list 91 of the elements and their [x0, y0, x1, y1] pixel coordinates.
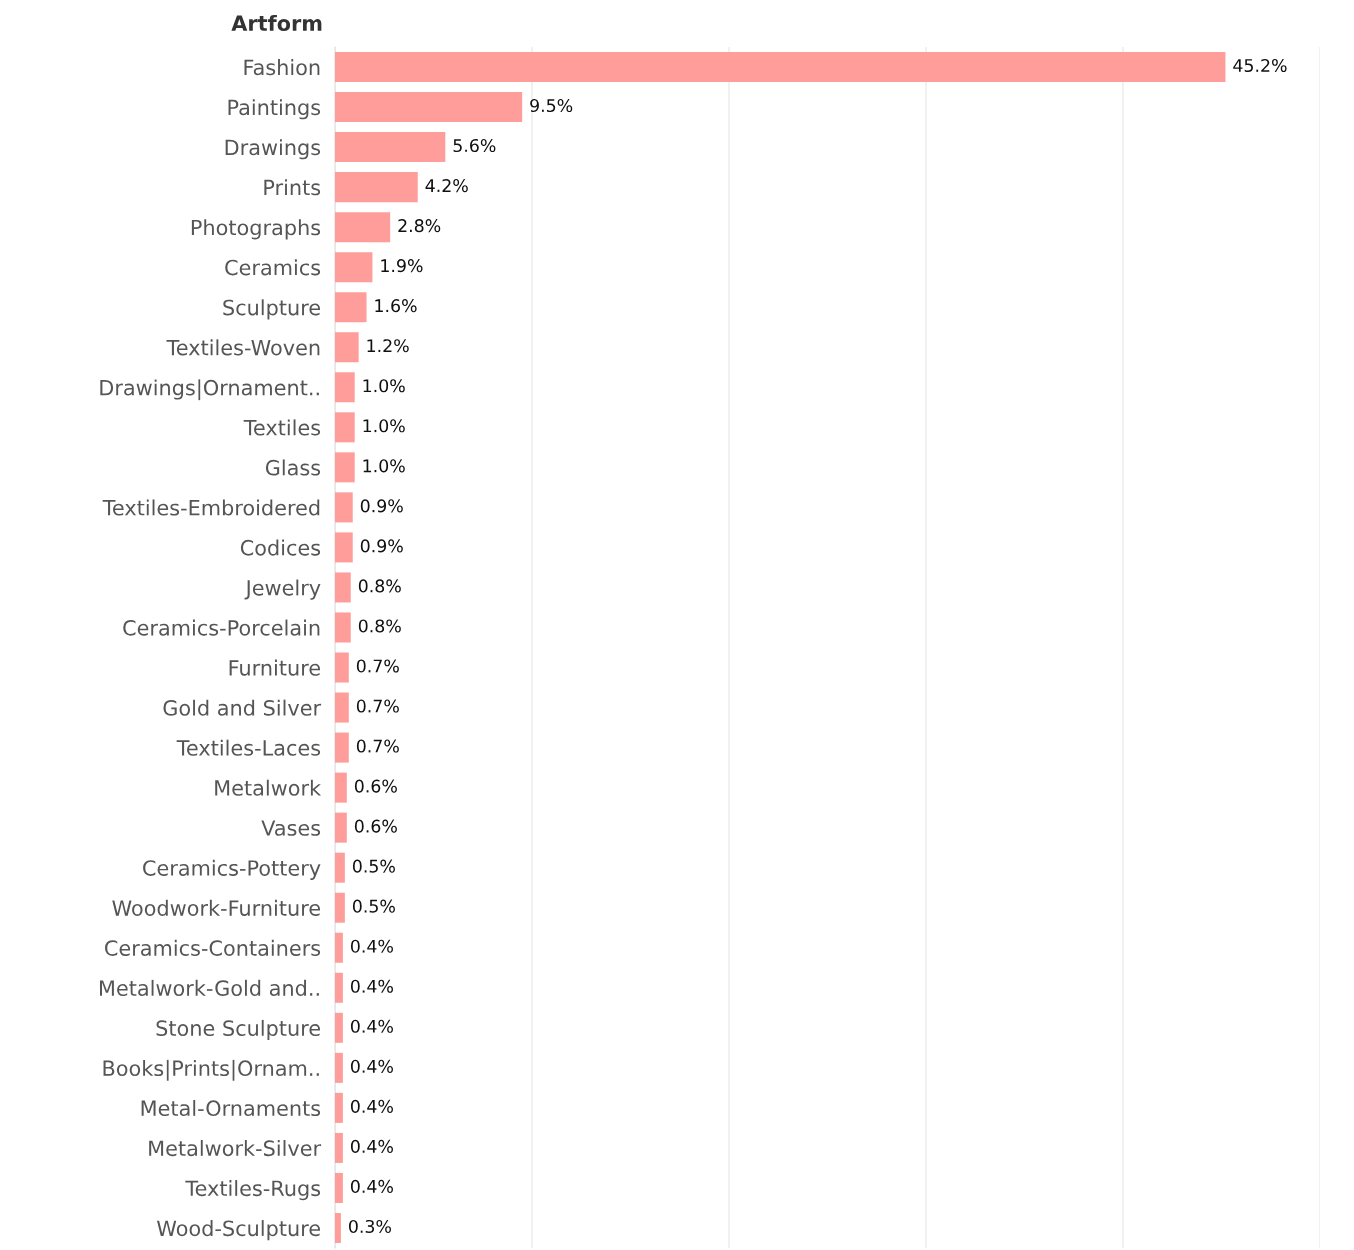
y-tick-label: Stone Sculpture [156, 1019, 320, 1041]
data-label: 1.2% [367, 339, 409, 353]
data-label: 1.6% [375, 299, 417, 313]
bar [335, 212, 391, 243]
data-label: 0.7% [356, 739, 399, 753]
bar [335, 452, 355, 483]
data-label: 0.7% [356, 659, 399, 673]
data-label: 0.4% [350, 979, 393, 993]
data-label: 0.5% [352, 859, 395, 873]
y-tick-label: Paintings [228, 99, 321, 120]
y-tick-label: Metalwork [215, 779, 322, 796]
bar [335, 892, 345, 923]
y-tick-label: Textiles-Rugs [185, 1180, 321, 1201]
data-label: 9.5% [530, 98, 573, 113]
data-label: 5.6% [453, 138, 496, 153]
y-tick-label: Jewelry [244, 579, 321, 600]
bar [335, 1172, 343, 1203]
y-tick-label: Photographs [191, 219, 321, 240]
bar [335, 372, 355, 403]
bar [335, 772, 347, 803]
bar [335, 52, 1226, 83]
y-tick-label: Gold and Silver [163, 699, 322, 716]
bar [335, 1052, 343, 1083]
bar [335, 132, 446, 163]
y-tick-label: Drawings|Ornament.. [100, 379, 319, 401]
y-tick-label: Metalwork-Gold and.. [99, 979, 319, 996]
data-label: 0.6% [354, 819, 397, 833]
y-tick-label: Ceramics [225, 259, 321, 276]
bar [335, 1092, 343, 1123]
y-tick-label: Textiles-Laces [176, 739, 321, 756]
y-tick-label: Metalwork-Silver [149, 1140, 322, 1157]
y-tick-label: Textiles-Woven [166, 339, 320, 356]
bar [335, 732, 349, 763]
data-label: 0.4% [350, 1179, 393, 1193]
bar [335, 1012, 343, 1043]
data-label: 4.2% [425, 179, 468, 193]
bar [335, 532, 353, 563]
bar [335, 252, 373, 283]
bar [335, 1132, 343, 1163]
bar [335, 92, 523, 123]
bar [335, 972, 343, 1003]
bar [335, 692, 349, 723]
bar [335, 932, 343, 963]
data-label: 0.4% [350, 1059, 393, 1073]
data-label: 2.8% [398, 219, 441, 233]
bar [335, 172, 418, 203]
bar [335, 492, 353, 523]
bar [335, 652, 349, 683]
bar [335, 1212, 341, 1243]
bar [335, 572, 351, 603]
data-label: 0.4% [350, 939, 393, 953]
bar [335, 612, 351, 643]
bar [335, 852, 345, 883]
y-tick-label: Fashion [244, 59, 320, 76]
data-label: 0.6% [354, 779, 397, 793]
data-label: 0.4% [350, 1019, 393, 1033]
data-label: 0.9% [360, 499, 403, 513]
data-label: 0.5% [352, 899, 395, 913]
y-tick-label: Sculpture [223, 299, 320, 320]
y-tick-label: Codices [240, 539, 321, 556]
bar [335, 812, 347, 843]
data-label: 1.0% [363, 459, 405, 473]
bar [335, 292, 367, 323]
data-label: 1.0% [363, 419, 405, 433]
data-label: 0.3% [349, 1219, 391, 1234]
data-label: 1.9% [381, 259, 423, 273]
y-tick-label: Wood-Sculpture [157, 1220, 320, 1241]
y-tick-label: Glass [265, 459, 321, 476]
y-tick-label: Books|Prints|Ornam.. [103, 1059, 319, 1081]
y-tick-label: Vases [261, 820, 321, 836]
y-tick-label: Ceramics-Containers [105, 939, 321, 956]
data-label: 0.8% [358, 579, 401, 593]
bar [335, 412, 355, 443]
y-tick-label: Ceramics-Porcelain [123, 619, 320, 636]
data-label: 0.4% [350, 1099, 393, 1113]
bar [335, 332, 359, 363]
data-label: 0.7% [356, 699, 399, 713]
y-tick-label: Ceramics-Pottery [143, 859, 321, 880]
y-tick-label: Textiles [243, 419, 321, 436]
y-tick-label: Woodwork-Furniture [112, 899, 321, 916]
y-axis-title: Artform [231, 14, 322, 32]
y-tick-label: Textiles-Embroidered [102, 499, 320, 516]
data-label: 0.8% [358, 619, 401, 633]
data-label: 45.2% [1233, 58, 1287, 73]
y-tick-label: Metal-Ornaments [141, 1099, 321, 1117]
y-tick-label: Drawings [225, 139, 321, 160]
y-tick-label: Furniture [229, 659, 321, 676]
data-label: 0.4% [350, 1139, 393, 1153]
data-label: 1.0% [363, 379, 405, 393]
data-label: 0.9% [360, 539, 403, 553]
y-tick-label: Prints [264, 179, 321, 196]
